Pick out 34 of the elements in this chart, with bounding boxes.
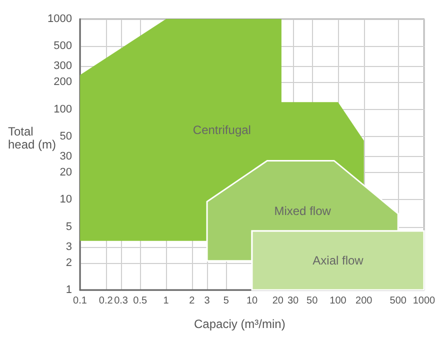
y-tick-label: 1: [66, 284, 72, 296]
y-tick-label: 5: [66, 220, 72, 233]
y-tick-label: 100: [54, 103, 72, 116]
x-tick-label: 50: [306, 296, 318, 306]
y-tick-label: 300: [54, 60, 72, 72]
x-tick-label: 3: [204, 296, 210, 306]
x-tick-label: 2: [189, 296, 196, 306]
x-tick-label: 20: [272, 296, 284, 306]
y-tick-label: 200: [54, 76, 72, 88]
x-tick-label: 0.2: [98, 296, 114, 306]
y-tick-label: 3: [66, 240, 72, 253]
series-label: Centrifugal: [192, 122, 251, 137]
x-tick-label: 5: [223, 296, 230, 306]
y-tick-label: 500: [54, 40, 72, 52]
x-tick-label: 500: [390, 296, 407, 306]
x-tick-label: 0.1: [73, 296, 88, 306]
x-tick-label: 30: [287, 296, 300, 306]
y-tick-label: 30: [60, 150, 72, 163]
y-tick-label: 20: [60, 166, 72, 178]
y-tick-label: 1000: [48, 13, 72, 25]
x-tick-label: 1: [163, 296, 170, 306]
y-tick-label: 50: [60, 130, 72, 143]
x-tick-label: 1000: [412, 296, 436, 306]
series-label: Mixed flow: [274, 204, 332, 218]
x-tick-label: 100: [330, 296, 347, 306]
x-tick-label: 10: [246, 296, 258, 306]
y-axis-title: Total head (m): [8, 124, 56, 152]
y-tick-label: 2: [66, 256, 72, 269]
x-tick-label: 0.3: [114, 296, 128, 306]
x-tick-label: 0.5: [133, 296, 148, 306]
x-axis-title: Capaciy (m³/min): [194, 317, 286, 331]
series-label: Axial flow: [312, 253, 364, 268]
y-tick-label: 10: [60, 194, 72, 206]
x-tick-label: 200: [356, 296, 373, 306]
